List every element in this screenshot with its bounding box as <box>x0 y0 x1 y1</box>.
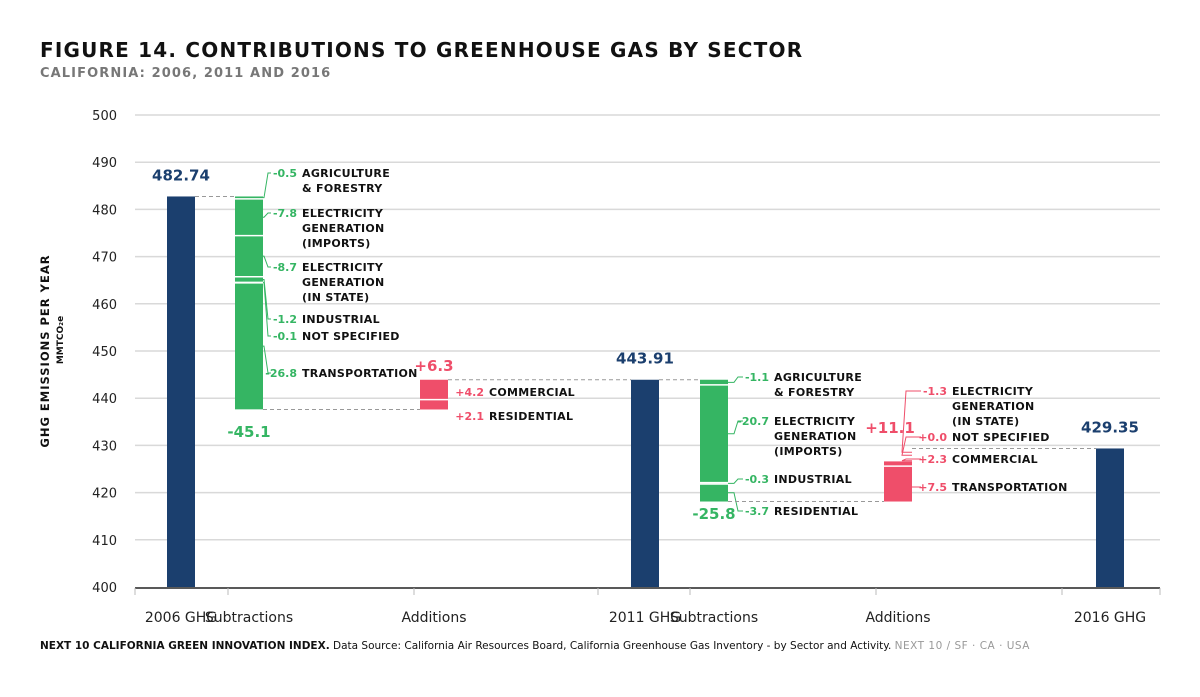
addition-bar <box>420 379 448 410</box>
leader-line <box>901 458 921 462</box>
component-value-label: -3.7 <box>745 505 769 518</box>
component-value-label: -1.3 <box>923 385 947 398</box>
total-bar <box>1096 448 1124 587</box>
component-value-label: +2.3 <box>918 453 947 466</box>
leader-line <box>728 420 743 435</box>
addition-bar <box>884 461 912 502</box>
step-total-label: -45.1 <box>227 423 270 441</box>
leader-line <box>263 212 271 218</box>
component-value-label: +0.0 <box>918 431 947 444</box>
x-tick-label: 2016 GHG <box>1074 610 1146 626</box>
leader-line <box>728 376 743 383</box>
footer-source: Data Source: California Air Resources Bo… <box>329 640 895 652</box>
y-axis-unit: MMTCO₂e <box>56 316 66 364</box>
leader-line <box>900 483 921 488</box>
component-name-label: INDUSTRIAL <box>302 313 380 326</box>
component-name-label: ELECTRICITY <box>952 385 1034 398</box>
footer-tag: NEXT 10 / SF · CA · USA <box>894 640 1030 652</box>
component-name-label: & FORESTRY <box>774 386 855 399</box>
component-name-label: TRANSPORTATION <box>302 367 418 380</box>
component-name-label: RESIDENTIAL <box>489 410 573 423</box>
y-tick-label: 430 <box>92 439 117 454</box>
step-total-label: -25.8 <box>692 505 735 523</box>
component-name-label: AGRICULTURE <box>302 167 390 180</box>
chart-subtitle: CALIFORNIA: 2006, 2011 AND 2016 <box>40 66 332 81</box>
component-name-label: NOT SPECIFIED <box>952 431 1050 444</box>
component-value-label: -1.2 <box>273 313 297 326</box>
component-name-label: NOT SPECIFIED <box>302 330 400 343</box>
y-tick-label: 470 <box>92 251 117 266</box>
y-tick-label: 400 <box>92 581 117 596</box>
step-total-label: +6.3 <box>414 357 453 375</box>
total-value-label: 443.91 <box>616 350 674 368</box>
x-tick-label: Subtractions <box>670 610 758 626</box>
x-tick-label: Subtractions <box>205 610 293 626</box>
leader-line <box>263 255 271 268</box>
y-tick-label: 440 <box>92 392 117 407</box>
chart-title: FIGURE 14. CONTRIBUTIONS TO GREENHOUSE G… <box>40 38 804 62</box>
step-total-label: +11.1 <box>865 419 915 437</box>
component-name-label: (IN STATE) <box>952 415 1019 428</box>
footer-brand: NEXT 10 CALIFORNIA GREEN INNOVATION INDE… <box>40 640 330 652</box>
component-value-label: -20.7 <box>737 415 769 428</box>
x-tick-label: 2006 GHG <box>145 610 217 626</box>
leader-line <box>263 282 271 337</box>
y-tick-label: 420 <box>92 487 117 502</box>
component-name-label: GENERATION <box>302 222 385 235</box>
y-tick-label: 410 <box>92 534 117 549</box>
component-value-label: -0.3 <box>745 473 769 486</box>
component-name-label: ELECTRICITY <box>774 415 856 428</box>
component-value-label: -8.7 <box>273 261 297 274</box>
component-name-label: (IMPORTS) <box>302 237 371 250</box>
component-value-label: +7.5 <box>918 481 947 494</box>
component-name-label: GENERATION <box>302 276 385 289</box>
component-name-label: COMMERCIAL <box>952 453 1038 466</box>
component-name-label: INDUSTRIAL <box>774 473 852 486</box>
component-name-label: GENERATION <box>952 400 1035 413</box>
x-tick-label: 2011 GHG <box>609 610 681 626</box>
component-value-label: -0.1 <box>273 330 297 343</box>
component-value-label: -1.1 <box>745 371 769 384</box>
component-value-label: -0.5 <box>273 167 297 180</box>
component-name-label: TRANSPORTATION <box>952 481 1068 494</box>
subtraction-bar <box>235 196 263 410</box>
y-tick-label: 450 <box>92 345 117 360</box>
total-bar <box>167 196 195 587</box>
component-value-label: -26.8 <box>265 367 297 380</box>
y-tick-label: 480 <box>92 203 117 218</box>
leader-line <box>901 390 921 453</box>
component-name-label: COMMERCIAL <box>489 386 575 399</box>
y-tick-label: 500 <box>92 109 117 124</box>
component-name-label: AGRICULTURE <box>774 371 862 384</box>
component-name-label: GENERATION <box>774 430 857 443</box>
component-value-label: +2.1 <box>455 410 484 423</box>
leader-line <box>263 345 271 374</box>
component-name-label: & FORESTRY <box>302 182 383 195</box>
total-value-label: 429.35 <box>1081 418 1139 436</box>
leader-line <box>263 172 271 199</box>
footer: NEXT 10 CALIFORNIA GREEN INNOVATION INDE… <box>40 640 1030 652</box>
leader-line <box>263 279 271 320</box>
y-tick-label: 460 <box>92 298 117 313</box>
leader-line <box>901 436 921 456</box>
total-value-label: 482.74 <box>152 166 210 184</box>
component-name-label: (IN STATE) <box>302 291 369 304</box>
component-name-label: (IMPORTS) <box>774 445 843 458</box>
y-tick-label: 490 <box>92 156 117 171</box>
component-name-label: RESIDENTIAL <box>774 505 858 518</box>
subtraction-bar <box>700 379 728 502</box>
total-bar <box>631 379 659 587</box>
y-axis-label: GHG EMISSIONS PER YEAR <box>38 254 52 447</box>
x-tick-label: Additions <box>401 610 466 626</box>
component-name-label: ELECTRICITY <box>302 207 384 220</box>
component-name-label: ELECTRICITY <box>302 261 384 274</box>
component-value-label: -7.8 <box>273 207 297 220</box>
component-value-label: +4.2 <box>455 386 484 399</box>
leader-line <box>728 478 743 484</box>
x-tick-label: Additions <box>865 610 930 626</box>
